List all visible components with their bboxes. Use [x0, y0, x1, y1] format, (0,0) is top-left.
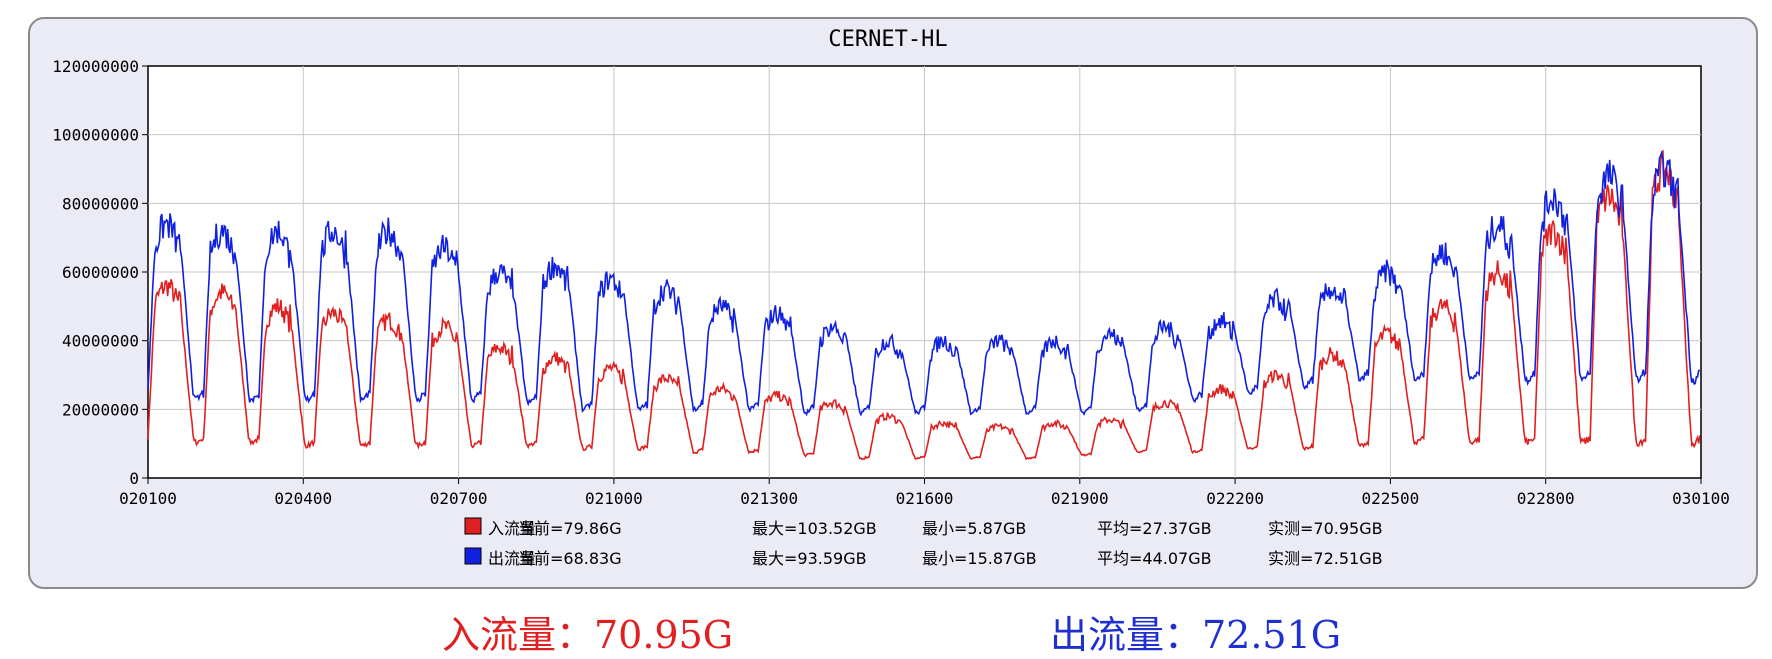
x-tick-label: 021300	[740, 489, 798, 508]
legend-stat-avg: 平均=44.07GB	[1097, 549, 1212, 568]
x-tick-label: 022500	[1362, 489, 1420, 508]
legend-series-name: 入流量	[488, 519, 536, 538]
legend-stat-current: 当前=68.83G	[518, 549, 622, 568]
traffic-chart: CERNET-HL 0 20000000 40000000 60000000 80000…	[52, 27, 1730, 568]
x-tick-label: 020100	[119, 489, 177, 508]
x-axis: 020100 020400 020700 021000 021300 021600 0219…	[119, 478, 1730, 508]
y-tick-label: 120000000	[52, 57, 139, 76]
grid-lines	[148, 66, 1701, 478]
legend-swatch	[464, 547, 482, 565]
legend-stat-min: 最小=5.87GB	[922, 519, 1026, 538]
legend-stat-min: 最小=15.87GB	[922, 549, 1037, 568]
legend-stat-measured: 实测=70.95GB	[1268, 519, 1383, 538]
inbound-summary: 入流量：70.95G	[442, 613, 734, 657]
y-tick-label: 40000000	[62, 332, 139, 351]
y-tick-label: 80000000	[62, 194, 139, 213]
legend-series-name: 出流量	[488, 549, 536, 568]
chart-title: CERNET-HL	[828, 27, 947, 52]
legend-stat-avg: 平均=27.37GB	[1097, 519, 1212, 538]
series-line-inbound	[147, 149, 1701, 461]
x-tick-label: 022800	[1517, 489, 1575, 508]
series-lines	[147, 149, 1701, 461]
legend-stat-measured: 实测=72.51GB	[1268, 549, 1383, 568]
outbound-summary: 出流量：72.51G	[1050, 613, 1342, 657]
x-tick-label: 020400	[274, 489, 332, 508]
legend-swatch	[464, 517, 482, 535]
y-tick-label: 60000000	[62, 263, 139, 282]
x-tick-label: 020700	[430, 489, 488, 508]
x-tick-label: 021000	[585, 489, 643, 508]
y-tick-label: 100000000	[52, 126, 139, 145]
x-tick-label: 022200	[1206, 489, 1264, 508]
x-tick-label: 021600	[896, 489, 954, 508]
y-tick-label: 20000000	[62, 400, 139, 419]
legend-stat-max: 最大=93.59GB	[752, 549, 867, 568]
x-tick-label: 030100	[1672, 489, 1730, 508]
y-axis: 0 20000000 40000000 60000000 80000000 1000000…	[52, 57, 148, 488]
x-tick-label: 021900	[1051, 489, 1109, 508]
legend-stat-max: 最大=103.52GB	[752, 519, 877, 538]
series-line-outbound	[147, 150, 1701, 417]
legend-stat-current: 当前=79.86G	[518, 519, 622, 538]
y-tick-label: 0	[129, 469, 139, 488]
